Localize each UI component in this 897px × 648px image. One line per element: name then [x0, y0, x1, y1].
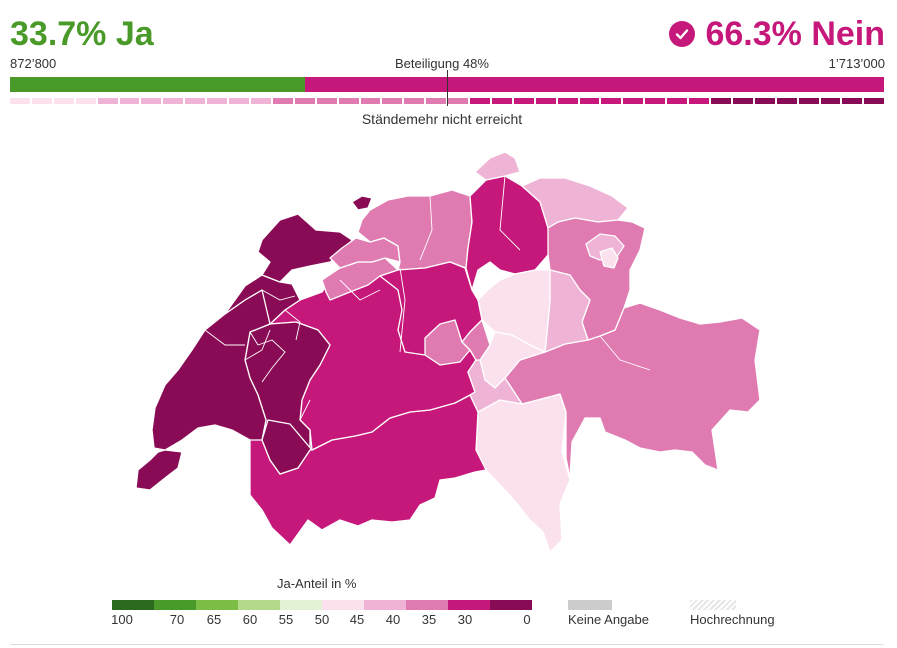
canton-strip-segment — [623, 98, 644, 104]
canton-strip-segment — [448, 98, 469, 104]
legend-title: Ja-Anteil in % — [277, 576, 357, 591]
majority-marker — [447, 70, 448, 106]
canton-strip-segment — [250, 98, 271, 104]
district-borders — [204, 175, 651, 421]
canton-result-strip — [10, 98, 885, 104]
canton-strip-segment — [711, 98, 731, 104]
vote-share-bar — [10, 77, 884, 92]
no-percentage-group: 66.3% Nein — [669, 14, 885, 54]
canton-strip-segment — [75, 98, 96, 104]
canton-strip-segment — [491, 98, 512, 104]
legend-color-scale — [112, 600, 532, 610]
legend-tick-label: 40 — [385, 612, 401, 627]
canton-neuchatel[interactable] — [224, 274, 301, 325]
canton-vaud-east[interactable] — [261, 419, 313, 475]
legend-tick-label: 60 — [242, 612, 258, 627]
canton-ticino[interactable] — [475, 393, 571, 553]
canton-uri[interactable] — [467, 359, 523, 413]
canton-jura[interactable] — [257, 213, 353, 283]
canton-strip-segment — [360, 98, 381, 104]
legend-tick-label: 55 — [278, 612, 294, 627]
yes-share-segment — [10, 77, 305, 92]
legend-swatch — [280, 600, 322, 610]
legend-tick-label: 70 — [169, 612, 185, 627]
legend-swatch — [490, 600, 532, 610]
turnout-label: Beteiligung 48% — [395, 56, 489, 71]
canton-strip-segment — [382, 98, 403, 104]
canton-strip-segment — [141, 98, 162, 104]
canton-strip-segment — [53, 98, 74, 104]
canton-strip-segment — [513, 98, 534, 104]
check-circle-icon — [669, 21, 696, 47]
canton-strip-segment — [776, 98, 797, 104]
canton-strip-segment — [820, 98, 841, 104]
canton-strip-segment — [119, 98, 140, 104]
legend-swatch — [322, 600, 364, 610]
yes-percentage: 33.7% Ja — [10, 15, 154, 53]
legend-tick-label: 30 — [457, 612, 473, 627]
canton-strip-segment — [97, 98, 118, 104]
canton-strip-segment — [798, 98, 819, 104]
no-percentage: 66.3% Nein — [705, 15, 885, 53]
projection-label: Hochrechnung — [690, 612, 775, 627]
canton-strip-segment — [207, 98, 228, 104]
canton-strip-segment — [864, 98, 885, 104]
canton-strip-segment — [689, 98, 709, 104]
canton-schaffhausen[interactable] — [474, 151, 521, 181]
legend-swatch — [406, 600, 448, 610]
canton-geneva[interactable] — [135, 449, 183, 491]
legend-tick-label: 50 — [314, 612, 330, 627]
canton-strip-segment — [557, 98, 578, 104]
canton-appenzell-ir[interactable] — [599, 247, 619, 269]
no-vote-count: 1’713’000 — [828, 56, 885, 71]
canton-strip-segment — [316, 98, 337, 104]
no-data-swatch — [568, 600, 612, 610]
legend-swatch — [154, 600, 196, 610]
no-data-label: Keine Angabe — [568, 612, 649, 627]
canton-strip-segment — [404, 98, 425, 104]
no-share-segment — [304, 77, 884, 92]
canton-strip-segment — [272, 98, 293, 104]
canton-basel-stadt[interactable] — [351, 195, 373, 211]
canton-strip-segment — [426, 98, 447, 104]
canton-strip-segment — [294, 98, 315, 104]
legend-swatch — [364, 600, 406, 610]
canton-strip-segment — [535, 98, 556, 104]
legend-swatch — [448, 600, 490, 610]
canton-strip-segment — [470, 98, 490, 104]
canton-nidwalden[interactable] — [461, 319, 491, 361]
legend-tick-label: 45 — [349, 612, 365, 627]
canton-strip-segment — [601, 98, 622, 104]
legend-tick-label: 35 — [421, 612, 437, 627]
canton-strip-segment — [842, 98, 863, 104]
canton-strip-segment — [667, 98, 688, 104]
legend-swatch — [238, 600, 280, 610]
canton-strip-segment — [645, 98, 666, 104]
canton-strip-segment — [31, 98, 52, 104]
legend-tick-label: 0 — [523, 612, 531, 627]
canton-strip-segment — [754, 98, 775, 104]
projection-swatch — [690, 600, 736, 610]
switzerland-canton-map — [135, 151, 761, 553]
canton-strip-segment — [338, 98, 359, 104]
canton-strip-segment — [163, 98, 184, 104]
canton-strip-segment — [10, 98, 30, 104]
legend-tick-label: 65 — [206, 612, 222, 627]
legend-swatch — [196, 600, 238, 610]
bottom-divider — [10, 644, 884, 645]
canton-strip-segment — [229, 98, 249, 104]
canton-strip-segment — [185, 98, 206, 104]
canton-strip-segment — [732, 98, 753, 104]
legend-tick-label: 100 — [111, 612, 133, 627]
yes-vote-count: 872’800 — [10, 56, 57, 71]
legend-swatch — [112, 600, 154, 610]
cantonal-majority-status: Ständemehr nicht erreicht — [361, 111, 523, 127]
canton-strip-segment — [579, 98, 600, 104]
